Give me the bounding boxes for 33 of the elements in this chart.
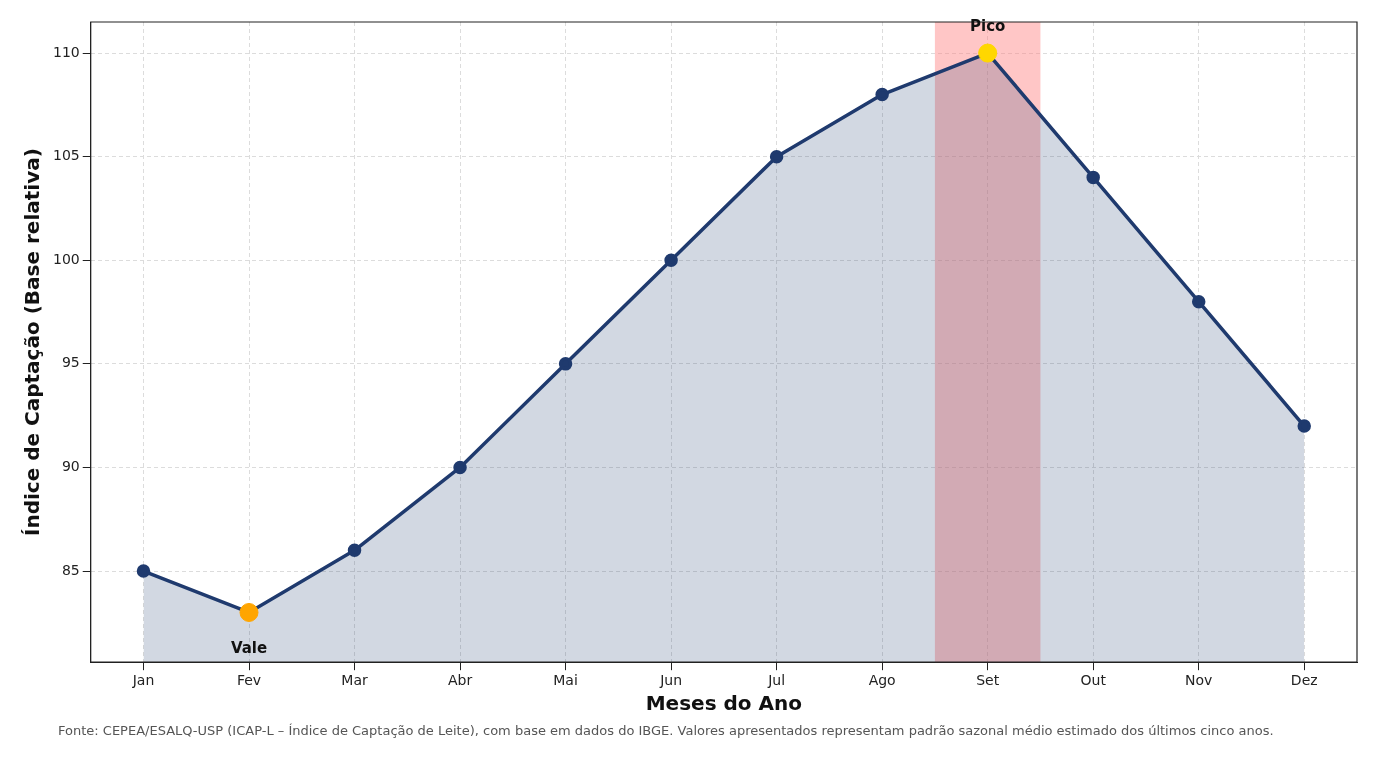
x-tick-label: Abr [447,672,473,689]
y-tick-label: 105 [52,147,80,164]
x-tick-label: Mai [553,672,578,689]
x-tick-label: Mar [341,672,368,689]
y-tick-label: 85 [61,561,80,578]
y-tick-label: 95 [61,354,80,371]
annotation: Pico [970,16,1006,35]
x-tick-label: Nov [1185,672,1213,689]
point [1086,170,1100,185]
y-tick-label: 100 [52,250,80,267]
point [136,564,151,578]
x-tick-label: Fev [236,672,262,689]
x-tick-label: Out [1080,672,1107,689]
point [453,460,467,475]
annotation: Vale [230,639,268,658]
x-tick-label: Set [976,672,1000,689]
x-axis-title: Meses do Ano [645,691,802,716]
x-tick-label: Jan [131,672,155,689]
x-tick-label: Ago [868,672,896,689]
point [1297,419,1311,433]
point [769,149,784,164]
x-tick-label: Dez [1290,672,1318,689]
x-tick-label: Jul [767,672,786,689]
y-tick-label: 110 [52,43,80,60]
x-tick-label: Jun [659,672,683,689]
point [875,87,889,102]
y-tick-label: 90 [61,458,80,475]
point [1191,294,1206,309]
point [558,357,573,371]
point [664,253,678,268]
y-axis-title: Índice de Captação (Base relativa) [20,148,45,537]
source-note: Fonte: CEPEA/ESALQ-USP (ICAP-L – Índice de Captação de Leite), com base em dados do IBGE. Valores apresentados representam padrão sazonal médio estimado dos últimos cinco anos. [58,722,1274,738]
point [347,543,362,558]
